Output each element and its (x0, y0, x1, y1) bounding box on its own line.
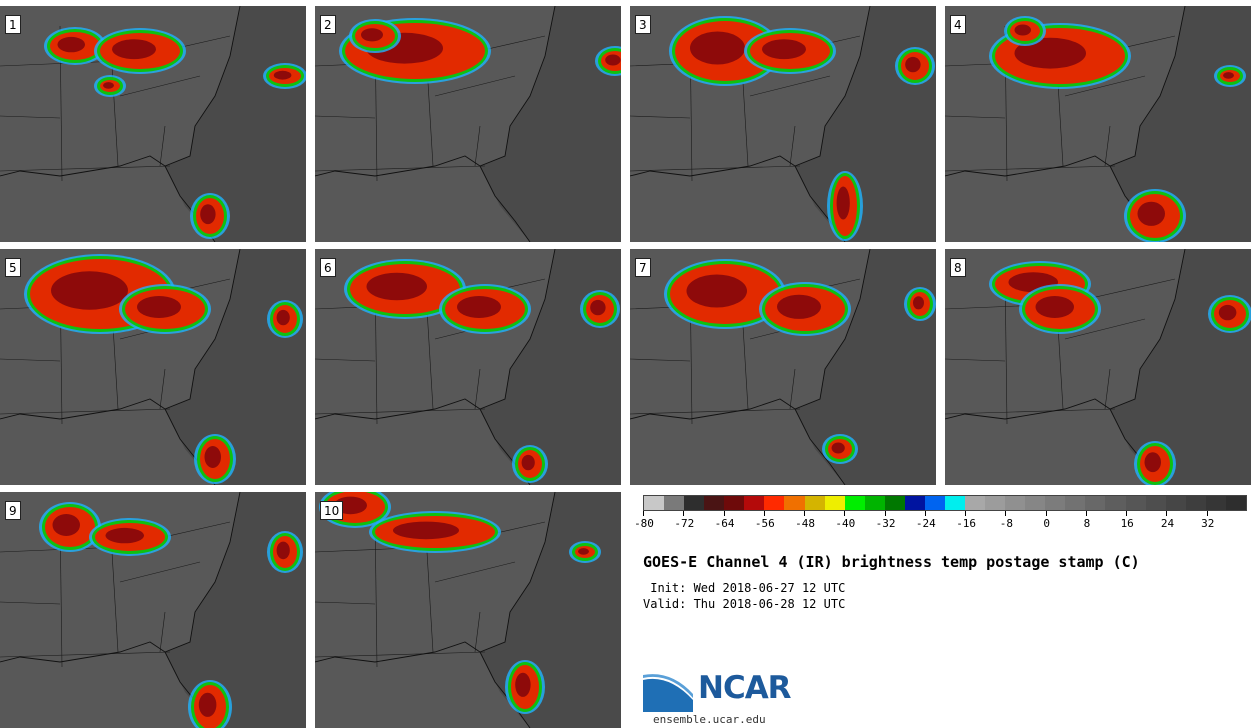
valid-time-label: Valid: Thu 2018-06-28 12 UTC (643, 597, 846, 611)
colorbar-swatch (744, 496, 765, 510)
colorbar-tick (763, 511, 765, 516)
colorbar-swatch (1005, 496, 1026, 510)
colorbar-tick (884, 511, 886, 516)
ensemble-url: ensemble.ucar.edu (653, 713, 766, 726)
figure-title: GOES-E Channel 4 (IR) brightness temp po… (643, 553, 1140, 571)
member-number-label: 7 (635, 258, 651, 277)
colorbar-swatch (724, 496, 745, 510)
colorbar-tick-label: 0 (1043, 517, 1050, 530)
satellite-ir-map (945, 249, 1251, 485)
ensemble-member-panel: 9 (0, 492, 306, 728)
ensemble-member-panel: 8 (945, 249, 1251, 485)
colorbar-tick-label: 32 (1201, 517, 1215, 530)
colorbar-swatch (864, 496, 885, 510)
satellite-ir-map (315, 492, 621, 728)
colorbar-swatch (1045, 496, 1066, 510)
ensemble-member-panel: 5 (0, 249, 306, 485)
colorbar-swatch (784, 496, 805, 510)
satellite-ir-map (315, 6, 621, 242)
colorbar-swatch (764, 496, 785, 510)
temperature-colorbar (643, 495, 1247, 511)
colorbar-swatch (1225, 496, 1246, 510)
colorbar-tick (683, 511, 685, 516)
colorbar-tick (924, 511, 926, 516)
colorbar-swatch (1105, 496, 1126, 510)
ncar-wordmark: NCAR (698, 670, 792, 706)
colorbar-tick (643, 511, 644, 516)
colorbar-swatch (924, 496, 945, 510)
colorbar-tick (723, 511, 725, 516)
colorbar-tick (965, 511, 967, 516)
member-number-label: 6 (320, 258, 336, 277)
ncar-logo: NCAR ensemble.ucar.edu (643, 670, 803, 728)
colorbar-swatch (1165, 496, 1186, 510)
colorbar-swatch (684, 496, 705, 510)
colorbar-swatch (824, 496, 845, 510)
colorbar-ticks: -80 -72 -64 -56 -48 -40 -32 -24 -16 -8 0 8 16 24 32 (634, 511, 1247, 533)
colorbar-tick-label: -56 (754, 517, 775, 530)
colorbar-swatch (1205, 496, 1226, 510)
ensemble-member-panel: 4 (945, 6, 1251, 242)
colorbar-tick (1126, 511, 1128, 516)
member-number-label: 9 (5, 501, 21, 520)
satellite-ir-map (630, 249, 936, 485)
colorbar-tick-label: -48 (795, 517, 815, 530)
colorbar-tick-label: -80 (634, 517, 654, 530)
colorbar-tick-label: -32 (875, 517, 896, 530)
colorbar-tick-label: 16 (1120, 517, 1134, 530)
satellite-ir-map (945, 6, 1251, 242)
colorbar-tick-label: -72 (674, 517, 695, 530)
colorbar-tick (1045, 511, 1047, 516)
member-number-label: 10 (320, 501, 344, 520)
satellite-ir-map (0, 249, 306, 485)
colorbar-swatch (804, 496, 825, 510)
colorbar-swatch (884, 496, 905, 510)
colorbar-tick (804, 511, 806, 516)
colorbar-swatch (1125, 496, 1146, 510)
colorbar-swatch (1085, 496, 1106, 510)
member-number-label: 2 (320, 15, 336, 34)
colorbar-swatch (1025, 496, 1046, 510)
colorbar-tick-label: -40 (835, 517, 856, 530)
colorbar-swatch (1145, 496, 1166, 510)
ensemble-member-panel: 6 (315, 249, 621, 485)
satellite-ir-map (0, 492, 306, 728)
member-number-label: 4 (950, 15, 966, 34)
member-number-label: 1 (5, 15, 21, 34)
colorbar-swatch (965, 496, 986, 510)
ensemble-member-panel: 10 (315, 492, 621, 728)
colorbar-tick-label: -24 (915, 517, 936, 530)
colorbar-tick (1085, 511, 1087, 516)
colorbar-tick (844, 511, 846, 516)
satellite-ir-map (315, 249, 621, 485)
colorbar-tick-label: 8 (1083, 517, 1091, 530)
member-number-label: 5 (5, 258, 21, 277)
colorbar-swatch (1185, 496, 1206, 510)
member-number-label: 8 (950, 258, 966, 277)
ensemble-member-panel: 2 (315, 6, 621, 242)
satellite-ir-map (0, 6, 306, 242)
ensemble-member-panel: 7 (630, 249, 936, 485)
colorbar-swatch (704, 496, 725, 510)
colorbar-tick-label: -16 (956, 517, 977, 530)
colorbar-swatch (985, 496, 1006, 510)
colorbar-swatch (944, 496, 965, 510)
ensemble-member-panel: 3 (630, 6, 936, 242)
colorbar-swatch (904, 496, 925, 510)
satellite-ir-map (630, 6, 936, 242)
ensemble-member-panel: 1 (0, 6, 306, 242)
colorbar-tick-label: 24 (1160, 517, 1175, 530)
colorbar-swatch (664, 496, 685, 510)
ncar-swoosh-icon (643, 674, 693, 712)
colorbar-tick (1206, 511, 1208, 516)
colorbar-tick-label: -8 (999, 517, 1014, 530)
colorbar-swatch (644, 496, 665, 510)
colorbar-swatch (844, 496, 865, 510)
colorbar-swatch (1065, 496, 1086, 510)
init-time-label: Init: Wed 2018-06-27 12 UTC (643, 581, 846, 595)
colorbar-tick-label: -64 (714, 517, 735, 530)
member-number-label: 3 (635, 15, 651, 34)
colorbar-tick (1005, 511, 1007, 516)
colorbar-tick (1166, 511, 1168, 516)
